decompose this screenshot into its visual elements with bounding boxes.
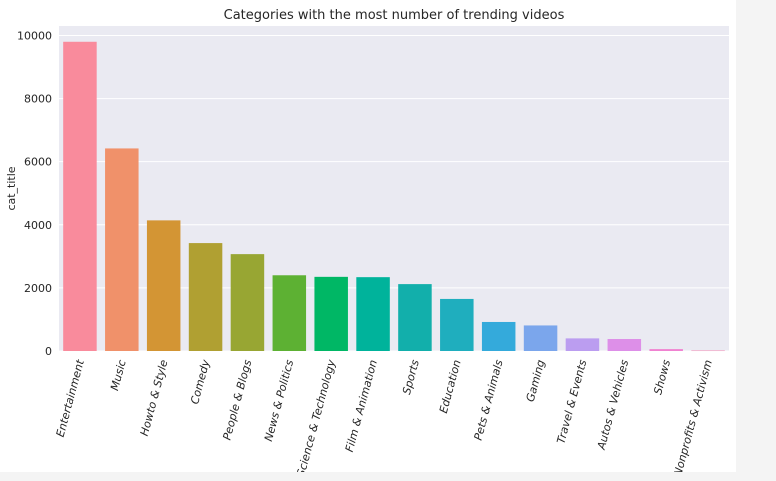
- x-tick-label: People & Blogs: [220, 358, 254, 441]
- x-tick-label: News & Politics: [262, 358, 296, 443]
- x-tick-label: Music: [108, 358, 129, 392]
- y-tick-label: 10000: [17, 29, 52, 42]
- x-tick-label: Travel & Events: [554, 358, 589, 445]
- bar: [691, 350, 725, 352]
- x-tick-label: Autos & Vehicles: [595, 358, 632, 452]
- bar: [481, 321, 516, 351]
- x-tick-label: Education: [437, 358, 464, 414]
- bar: [146, 220, 181, 351]
- x-tick-label: Pets & Animals: [472, 358, 506, 442]
- bar: [63, 41, 97, 351]
- y-tick-label: 8000: [24, 93, 52, 106]
- figure: Categories with the most number of trend…: [0, 0, 736, 472]
- bar-chart: Categories with the most number of trend…: [5, 8, 729, 472]
- x-axis-ticks: Entertainment Music Howto & Style Comedy Peo…: [54, 358, 715, 472]
- x-tick-label: Sports: [400, 358, 422, 396]
- bar: [314, 276, 348, 351]
- bar: [230, 254, 265, 351]
- x-tick-label: Comedy: [188, 358, 212, 406]
- x-tick-label: Entertainment: [54, 358, 87, 439]
- bar: [105, 148, 139, 351]
- y-tick-label: 0: [45, 345, 52, 358]
- x-tick-label: Science & Technology: [294, 358, 338, 472]
- bar: [440, 298, 474, 351]
- bar: [398, 284, 432, 351]
- x-tick-label: Howto & Style: [138, 358, 171, 437]
- y-axis-label: cat_title: [5, 166, 18, 210]
- x-tick-label: Shows: [651, 358, 673, 396]
- bar: [649, 349, 683, 351]
- bar: [356, 277, 390, 351]
- y-tick-label: 4000: [24, 219, 52, 232]
- x-tick-label: Nonprofits & Activism: [671, 358, 715, 472]
- y-tick-label: 6000: [24, 156, 52, 169]
- bar: [272, 275, 307, 351]
- bar: [523, 325, 558, 351]
- x-tick-label: Gaming: [524, 358, 548, 403]
- bar: [607, 339, 642, 351]
- bar: [565, 338, 600, 351]
- bars: [63, 41, 725, 352]
- bar: [188, 243, 223, 351]
- y-tick-label: 2000: [24, 282, 52, 295]
- y-axis-ticks: 0 2000 4000 6000 8000 10000: [17, 29, 52, 358]
- x-tick-label: Film & Animation: [343, 358, 380, 453]
- chart-title: Categories with the most number of trend…: [224, 8, 565, 23]
